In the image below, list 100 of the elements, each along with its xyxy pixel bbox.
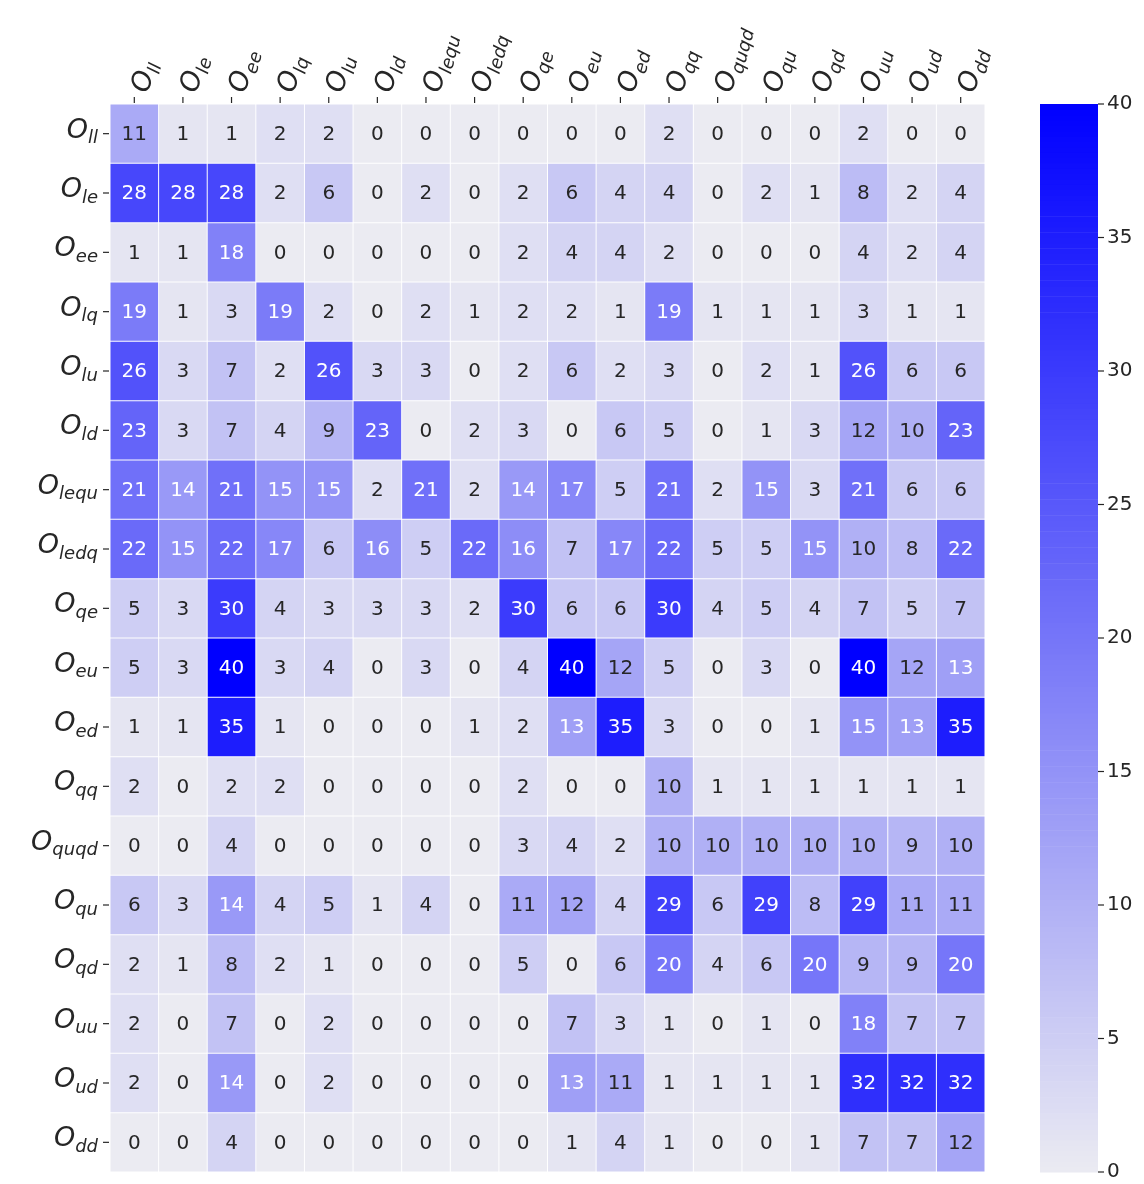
data-label: 3 bbox=[370, 595, 384, 620]
data-label: 2 bbox=[419, 180, 433, 205]
data-label: 0 bbox=[516, 120, 530, 145]
data-label: 4 bbox=[662, 180, 676, 205]
data-label: 9 bbox=[905, 951, 919, 976]
data-label: 0 bbox=[419, 951, 433, 976]
data-label: 15 bbox=[802, 536, 828, 561]
data-label: 9 bbox=[905, 832, 919, 857]
data-label: 0 bbox=[565, 120, 579, 145]
data-label: 2 bbox=[905, 180, 919, 205]
data-label: 28 bbox=[218, 180, 245, 205]
x-tick-label: Odd bbox=[950, 47, 996, 96]
x-tick-label: Oqq bbox=[658, 48, 704, 96]
data-label: 6 bbox=[954, 476, 968, 501]
data-label: 0 bbox=[419, 1010, 433, 1035]
data-label: 1 bbox=[808, 358, 822, 383]
data-label: 4 bbox=[225, 832, 238, 857]
data-label: 20 bbox=[802, 951, 828, 976]
data-label: 2 bbox=[565, 298, 579, 323]
data-label: 10 bbox=[947, 832, 974, 857]
data-label: 0 bbox=[370, 654, 384, 679]
data-label: 0 bbox=[176, 832, 190, 857]
data-label: 1 bbox=[176, 951, 190, 976]
data-label: 1 bbox=[176, 714, 190, 739]
data-label: 3 bbox=[857, 298, 870, 323]
data-label: 7 bbox=[225, 417, 238, 442]
data-label: 5 bbox=[711, 536, 725, 561]
data-label: 1 bbox=[127, 714, 141, 739]
data-label: 0 bbox=[370, 832, 384, 857]
data-label: 0 bbox=[176, 1070, 190, 1095]
data-label: 0 bbox=[322, 239, 336, 264]
data-label: 20 bbox=[656, 951, 682, 976]
x-tick-label: Oeu bbox=[561, 48, 607, 96]
data-label: 2 bbox=[322, 1070, 336, 1095]
data-label: 1 bbox=[711, 1070, 725, 1095]
data-label: 1 bbox=[711, 298, 725, 323]
data-label: 6 bbox=[614, 595, 627, 620]
data-label: 8 bbox=[808, 892, 822, 917]
data-label: 19 bbox=[656, 298, 682, 323]
x-tick-label: Olu bbox=[318, 54, 362, 96]
data-label: 18 bbox=[218, 239, 245, 264]
data-label: 3 bbox=[419, 358, 433, 383]
data-label: 0 bbox=[565, 417, 579, 442]
data-label: 11 bbox=[947, 892, 974, 917]
data-label: 3 bbox=[322, 595, 336, 620]
data-label: 0 bbox=[565, 773, 579, 798]
data-label: 3 bbox=[176, 892, 190, 917]
x-tick-label: Olq bbox=[269, 54, 313, 96]
data-label: 1 bbox=[808, 1070, 822, 1095]
data-label: 9 bbox=[322, 417, 336, 442]
data-label: 5 bbox=[759, 595, 773, 620]
data-label: 40 bbox=[559, 654, 585, 679]
data-label: 2 bbox=[516, 773, 530, 798]
data-label: 6 bbox=[759, 951, 773, 976]
data-label: 0 bbox=[759, 120, 773, 145]
data-label: 0 bbox=[711, 120, 725, 145]
data-label: 0 bbox=[711, 180, 725, 205]
data-label: 14 bbox=[170, 476, 196, 501]
data-label: 15 bbox=[170, 536, 196, 561]
data-label: 11 bbox=[121, 120, 148, 145]
data-label: 6 bbox=[614, 417, 627, 442]
data-label: 23 bbox=[364, 417, 391, 442]
data-label: 7 bbox=[905, 1010, 919, 1035]
data-label: 19 bbox=[267, 298, 293, 323]
data-label: 0 bbox=[808, 239, 822, 264]
data-label: 3 bbox=[662, 358, 676, 383]
data-label: 1 bbox=[808, 298, 822, 323]
data-label: 28 bbox=[170, 180, 196, 205]
data-label: 13 bbox=[559, 1070, 585, 1095]
data-label: 0 bbox=[614, 773, 627, 798]
data-label: 3 bbox=[273, 654, 287, 679]
data-label: 2 bbox=[759, 358, 773, 383]
data-label: 10 bbox=[850, 536, 877, 561]
data-label: 6 bbox=[711, 892, 725, 917]
data-label: 0 bbox=[759, 239, 773, 264]
data-label: 12 bbox=[899, 654, 925, 679]
data-label: 4 bbox=[322, 654, 336, 679]
data-label: 4 bbox=[516, 654, 530, 679]
data-label: 13 bbox=[947, 654, 974, 679]
data-label: 1 bbox=[322, 951, 336, 976]
data-label: 2 bbox=[127, 1010, 141, 1035]
data-label: 2 bbox=[516, 239, 530, 264]
data-label: 3 bbox=[614, 1010, 627, 1035]
data-label: 26 bbox=[850, 358, 877, 383]
data-label: 5 bbox=[662, 654, 676, 679]
color-bar-label: 20 bbox=[1107, 624, 1133, 649]
data-label: 32 bbox=[850, 1070, 877, 1095]
data-label: 1 bbox=[808, 714, 822, 739]
data-label: 0 bbox=[468, 951, 481, 976]
data-label: 0 bbox=[468, 1010, 481, 1035]
data-label: 29 bbox=[753, 892, 779, 917]
data-label: 2 bbox=[322, 1010, 336, 1035]
data-label: 0 bbox=[711, 239, 725, 264]
color-bar-label: 10 bbox=[1107, 891, 1133, 916]
data-label: 11 bbox=[510, 892, 536, 917]
data-label: 1 bbox=[954, 298, 968, 323]
data-label: 12 bbox=[559, 892, 585, 917]
data-label: 1 bbox=[759, 773, 773, 798]
data-label: 0 bbox=[516, 1129, 530, 1154]
data-label: 0 bbox=[176, 773, 190, 798]
